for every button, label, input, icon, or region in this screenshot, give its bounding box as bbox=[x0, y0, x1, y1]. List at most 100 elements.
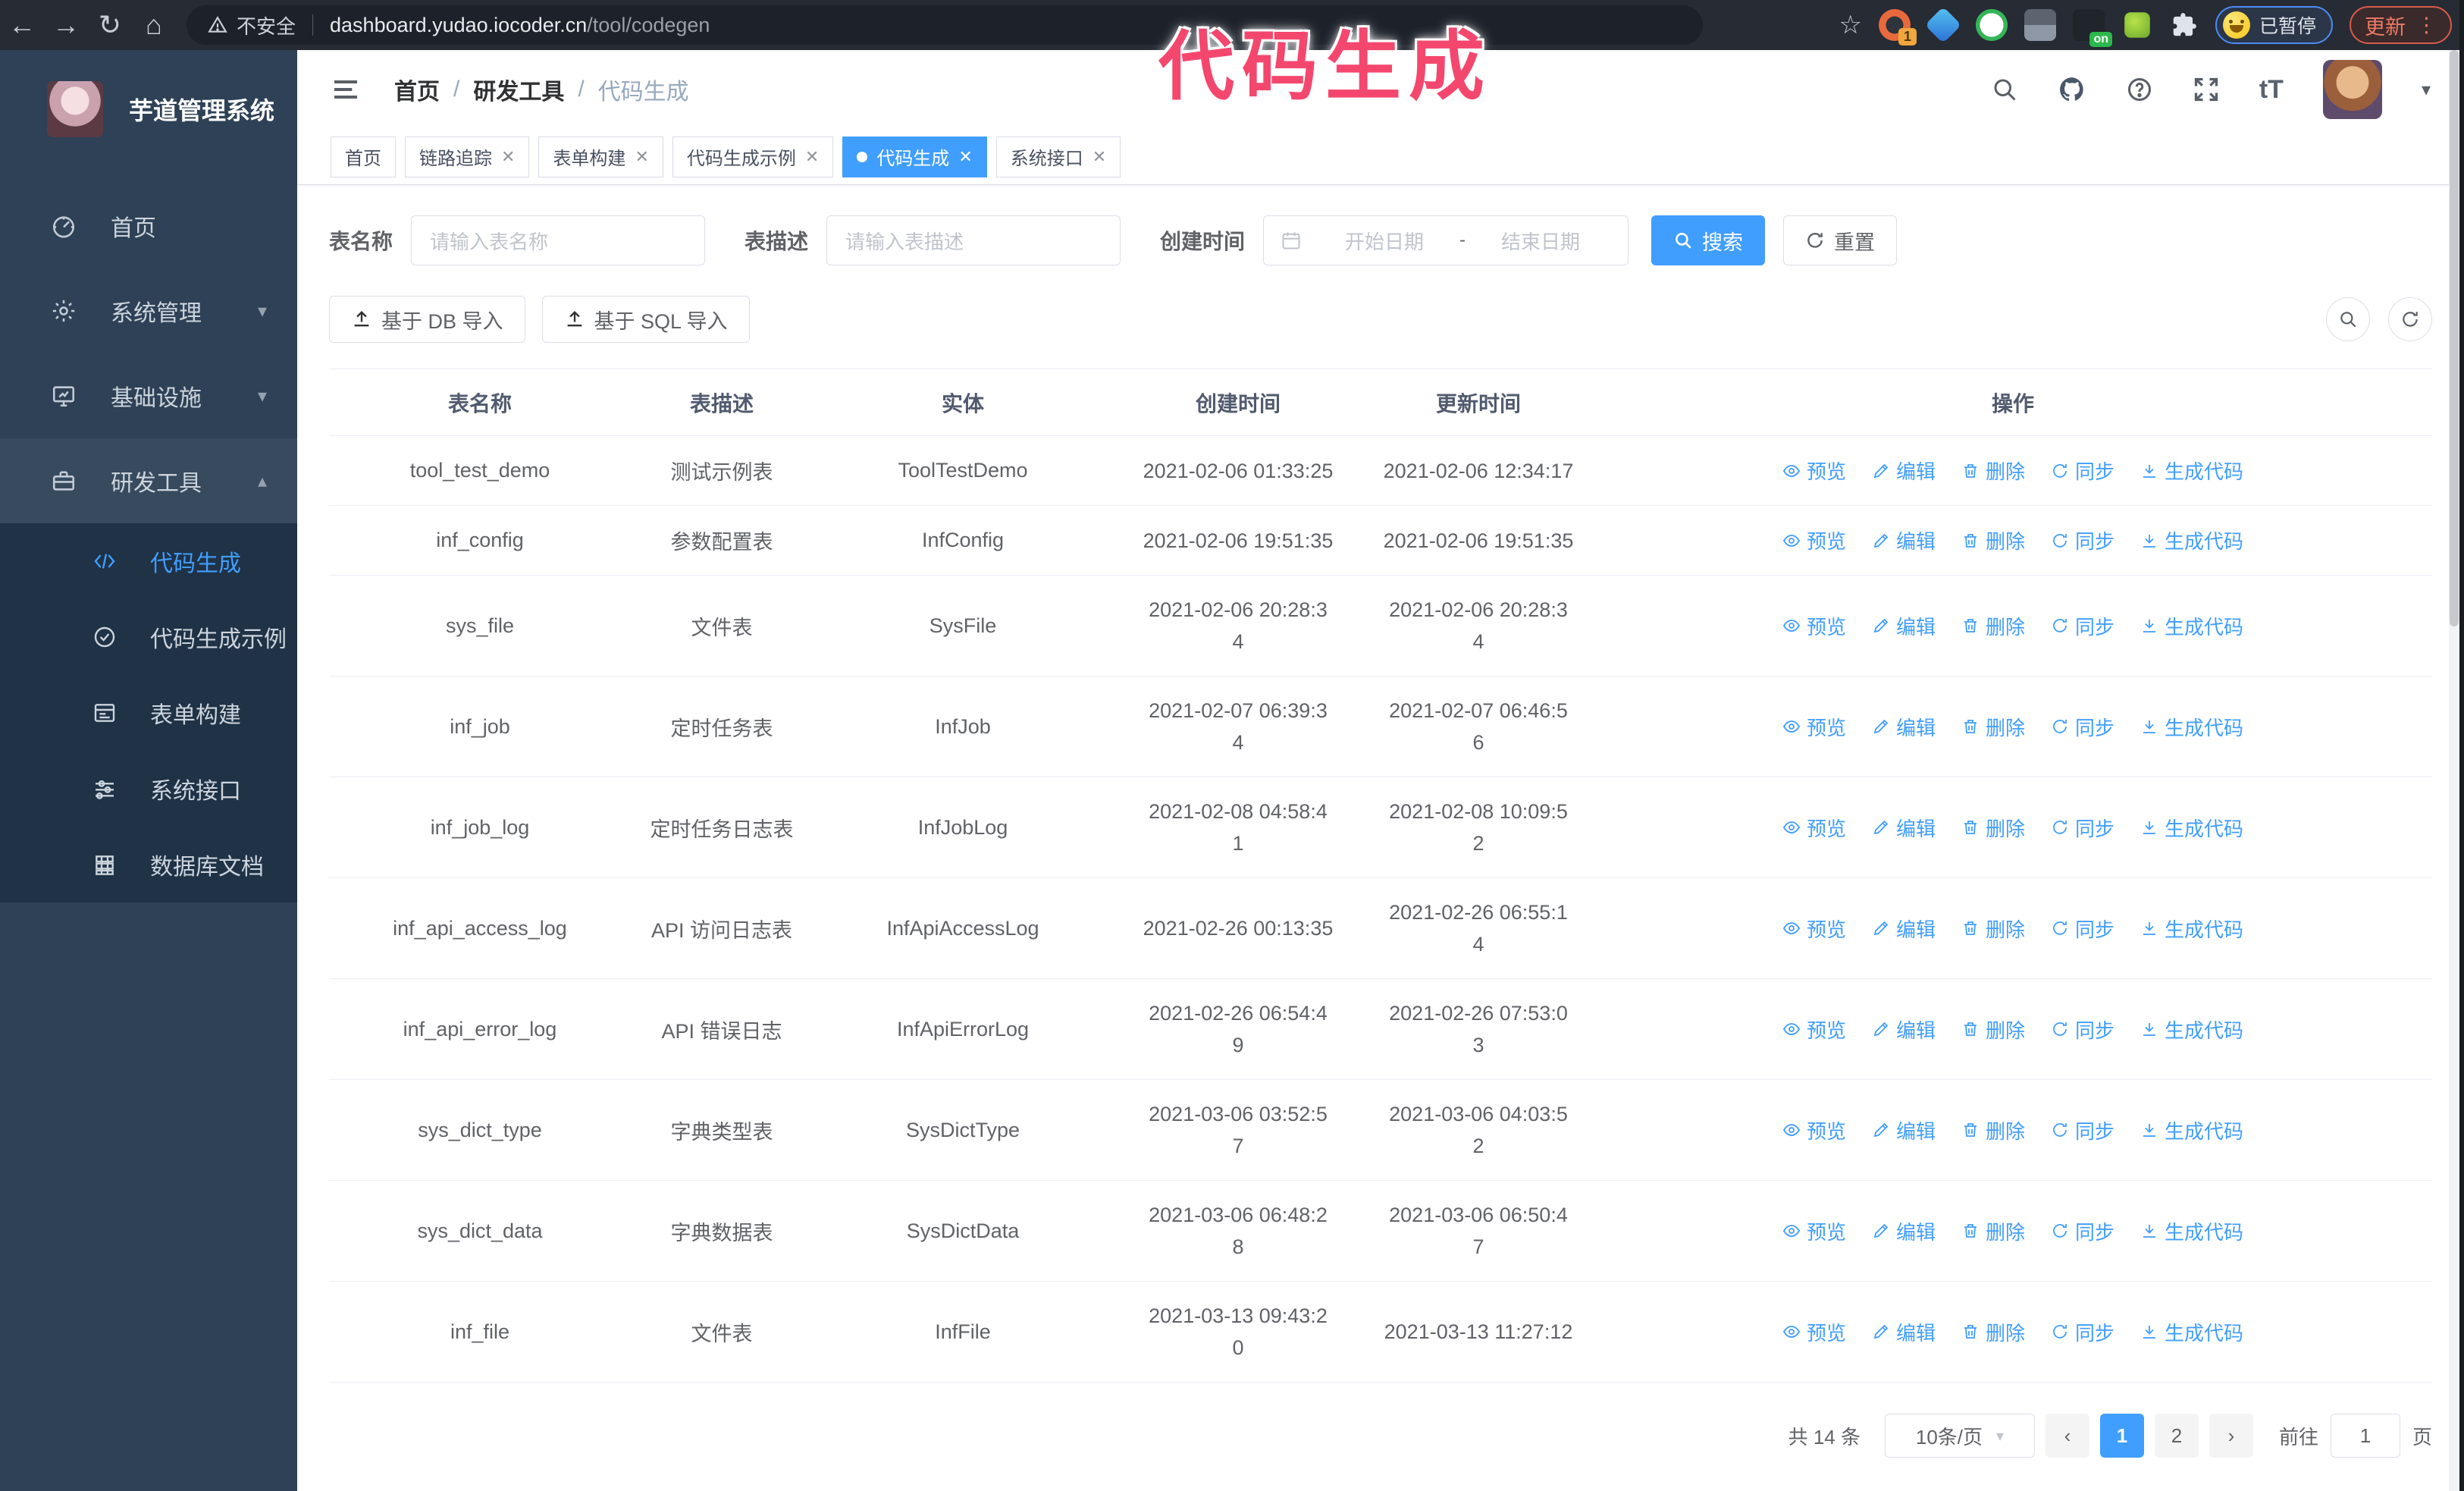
refresh-table-button[interactable] bbox=[2388, 297, 2432, 341]
github-icon[interactable] bbox=[2058, 75, 2086, 104]
tab-codegen-example[interactable]: 代码生成示例 ✕ bbox=[672, 136, 834, 177]
generate-code-link[interactable]: 生成代码 bbox=[2140, 612, 2243, 640]
sync-link[interactable]: 同步 bbox=[2051, 1116, 2114, 1144]
browser-update-button[interactable]: 更新 ⋮ bbox=[2350, 6, 2452, 44]
prev-page-button[interactable]: ‹ bbox=[2045, 1414, 2089, 1458]
preview-link[interactable]: 预览 bbox=[1782, 526, 1846, 554]
goto-page-input[interactable]: 1 bbox=[2330, 1414, 2400, 1458]
sync-link[interactable]: 同步 bbox=[2051, 1217, 2114, 1245]
next-page-button[interactable]: › bbox=[2209, 1414, 2253, 1458]
edit-link[interactable]: 编辑 bbox=[1872, 1116, 1936, 1144]
edit-link[interactable]: 编辑 bbox=[1872, 1015, 1936, 1044]
page-button-1[interactable]: 1 bbox=[2099, 1414, 2144, 1458]
back-icon[interactable]: ← bbox=[8, 9, 36, 40]
delete-link[interactable]: 删除 bbox=[1961, 1015, 2025, 1044]
page-button-2[interactable]: 2 bbox=[2154, 1414, 2199, 1458]
generate-code-link[interactable]: 生成代码 bbox=[2140, 457, 2243, 485]
toggle-search-button[interactable] bbox=[2326, 297, 2370, 341]
preview-link[interactable]: 预览 bbox=[1782, 612, 1846, 640]
sync-link[interactable]: 同步 bbox=[2051, 457, 2114, 485]
table-desc-input[interactable]: 请输入表描述 bbox=[826, 215, 1121, 265]
preview-link[interactable]: 预览 bbox=[1782, 1217, 1846, 1245]
delete-link[interactable]: 删除 bbox=[1961, 526, 2025, 554]
page-scrollbar[interactable] bbox=[2449, 50, 2459, 1491]
edit-link[interactable]: 编辑 bbox=[1872, 457, 1936, 485]
generate-code-link[interactable]: 生成代码 bbox=[2140, 915, 2243, 943]
delete-link[interactable]: 删除 bbox=[1961, 457, 2025, 485]
sidebar-item-system-mgmt[interactable]: 系统管理 ▾ bbox=[0, 268, 297, 353]
extension-icon-blue-diamond[interactable] bbox=[1924, 6, 1962, 44]
extension-icon-green-robot[interactable] bbox=[2124, 12, 2150, 38]
tab-codegen[interactable]: 代码生成 ✕ bbox=[842, 136, 987, 177]
forward-icon[interactable]: → bbox=[52, 9, 80, 40]
edit-link[interactable]: 编辑 bbox=[1872, 1217, 1936, 1245]
import-from-sql-button[interactable]: 基于 SQL 导入 bbox=[541, 296, 750, 343]
sidebar-item-codegen[interactable]: 代码生成 bbox=[0, 523, 297, 599]
tab-trace[interactable]: 链路追踪 ✕ bbox=[405, 136, 530, 177]
edit-link[interactable]: 编辑 bbox=[1872, 526, 1936, 554]
delete-link[interactable]: 删除 bbox=[1961, 915, 2025, 943]
edit-link[interactable]: 编辑 bbox=[1872, 612, 1936, 640]
sidebar-item-form-builder[interactable]: 表单构建 bbox=[0, 675, 297, 751]
preview-link[interactable]: 预览 bbox=[1782, 814, 1846, 842]
url-bar[interactable]: 不安全 dashboard.yudao.iocoder.cn/tool/code… bbox=[187, 5, 1703, 45]
generate-code-link[interactable]: 生成代码 bbox=[2140, 1015, 2243, 1044]
preview-link[interactable]: 预览 bbox=[1782, 915, 1846, 943]
tab-system-api[interactable]: 系统接口 ✕ bbox=[995, 136, 1121, 177]
close-icon[interactable]: ✕ bbox=[501, 146, 516, 166]
browser-menu-dots-icon[interactable]: ⋮ bbox=[2416, 14, 2437, 36]
delete-link[interactable]: 删除 bbox=[1961, 1217, 2025, 1245]
preview-link[interactable]: 预览 bbox=[1782, 1015, 1846, 1044]
help-icon[interactable] bbox=[2126, 76, 2153, 103]
table-name-input[interactable]: 请输入表名称 bbox=[411, 215, 706, 265]
generate-code-link[interactable]: 生成代码 bbox=[2140, 526, 2243, 554]
preview-link[interactable]: 预览 bbox=[1782, 1318, 1846, 1346]
delete-link[interactable]: 删除 bbox=[1961, 713, 2025, 741]
close-icon[interactable]: ✕ bbox=[1092, 146, 1107, 166]
preview-link[interactable]: 预览 bbox=[1782, 713, 1846, 741]
sidebar-item-system-api[interactable]: 系统接口 bbox=[0, 751, 297, 827]
search-button[interactable]: 搜索 bbox=[1651, 215, 1766, 265]
generate-code-link[interactable]: 生成代码 bbox=[2140, 814, 2243, 842]
generate-code-link[interactable]: 生成代码 bbox=[2140, 713, 2243, 741]
sidebar-item-home[interactable]: 首页 bbox=[0, 184, 297, 268]
reload-icon[interactable]: ↻ bbox=[98, 9, 122, 40]
close-icon[interactable]: ✕ bbox=[804, 146, 820, 166]
breadcrumb-home[interactable]: 首页 bbox=[394, 80, 440, 105]
sidebar-item-db-docs[interactable]: 数据库文档 bbox=[0, 827, 297, 902]
extension-icon-grid[interactable] bbox=[2024, 9, 2056, 41]
close-icon[interactable]: ✕ bbox=[958, 146, 973, 166]
close-icon[interactable]: ✕ bbox=[635, 146, 649, 166]
import-from-db-button[interactable]: 基于 DB 导入 bbox=[329, 296, 525, 343]
sidebar-item-infrastructure[interactable]: 基础设施 ▾ bbox=[0, 353, 297, 438]
user-avatar[interactable] bbox=[2322, 60, 2382, 119]
search-icon[interactable] bbox=[1991, 76, 2018, 103]
date-range-picker[interactable]: 开始日期 - 结束日期 bbox=[1263, 215, 1629, 265]
sync-link[interactable]: 同步 bbox=[2051, 1318, 2114, 1346]
breadcrumb-dev-tools[interactable]: 研发工具 bbox=[473, 80, 565, 105]
preview-link[interactable]: 预览 bbox=[1782, 1116, 1846, 1144]
edit-link[interactable]: 编辑 bbox=[1872, 1318, 1936, 1346]
sync-link[interactable]: 同步 bbox=[2051, 1015, 2114, 1044]
sync-link[interactable]: 同步 bbox=[2051, 612, 2114, 640]
delete-link[interactable]: 删除 bbox=[1961, 1318, 2025, 1346]
font-size-icon[interactable]: tT bbox=[2259, 74, 2284, 104]
delete-link[interactable]: 删除 bbox=[1961, 1116, 2025, 1144]
extensions-puzzle-icon[interactable] bbox=[2170, 11, 2199, 39]
extension-icon-green-check[interactable] bbox=[1975, 9, 2008, 41]
generate-code-link[interactable]: 生成代码 bbox=[2140, 1318, 2243, 1346]
sidebar-item-dev-tools[interactable]: 研发工具 ▴ bbox=[0, 438, 297, 523]
sync-link[interactable]: 同步 bbox=[2051, 526, 2114, 554]
sidebar-collapse-icon[interactable] bbox=[331, 74, 361, 105]
tab-home[interactable]: 首页 bbox=[331, 136, 396, 177]
scrollbar-thumb[interactable] bbox=[2450, 50, 2459, 626]
delete-link[interactable]: 删除 bbox=[1961, 612, 2025, 640]
extension-icon-dark[interactable]: on bbox=[2072, 9, 2112, 47]
delete-link[interactable]: 删除 bbox=[1961, 814, 2025, 842]
edit-link[interactable]: 编辑 bbox=[1872, 814, 1936, 842]
preview-link[interactable]: 预览 bbox=[1782, 457, 1846, 485]
generate-code-link[interactable]: 生成代码 bbox=[2140, 1116, 2243, 1144]
profile-paused-chip[interactable]: 已暂停 bbox=[2215, 6, 2333, 44]
tab-form-builder[interactable]: 表单构建 ✕ bbox=[538, 136, 663, 177]
reset-button[interactable]: 重置 bbox=[1783, 215, 1898, 265]
